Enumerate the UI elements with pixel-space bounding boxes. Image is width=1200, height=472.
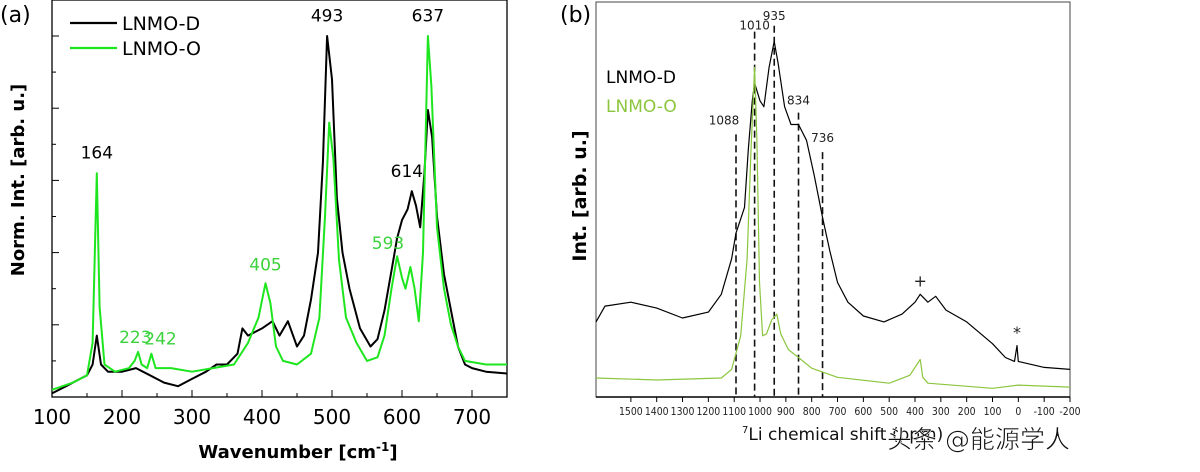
x-tick-label: 300 [932, 406, 950, 418]
reference-line-label: 1088 [709, 113, 740, 127]
x-tick-label: 700 [453, 405, 491, 429]
x-tick-label: 0 [1015, 406, 1021, 418]
x-tick-label: 1000 [748, 406, 772, 418]
x-tick-label: 1500 [619, 406, 643, 418]
x-tick-label: 500 [313, 405, 351, 429]
peak-label: 593 [372, 234, 404, 254]
panel-a: 100 200 300 400 500 600 700 (a) Wavenumber [cm-1… [0, 0, 508, 463]
series-line-lnmo-o [51, 35, 507, 391]
peak-label: 223 [119, 328, 151, 348]
series-line-lnmo-d [595, 40, 1071, 370]
peak-label: 164 [81, 144, 113, 164]
marker-label: + [913, 271, 926, 290]
legend-label: LNMO-O [606, 97, 677, 117]
plot-frame [51, 0, 508, 398]
peak-label: 637 [412, 7, 444, 27]
legend-label: LNMO-O [122, 38, 201, 60]
panel-label: (b) [560, 3, 591, 28]
reference-line-label: 935 [763, 9, 786, 23]
series-line-lnmo-o [595, 66, 1071, 389]
peak-label: 405 [249, 256, 281, 276]
x-tick-label: 900 [777, 406, 795, 418]
reference-line-label: 1010 [739, 19, 770, 33]
legend-label: LNMO-D [122, 13, 200, 35]
x-tick-label: 100 [33, 405, 71, 429]
x-tick-label: 1300 [671, 406, 695, 418]
watermark: 头条 @能源学人 [887, 425, 1070, 454]
x-tick-label: 500 [880, 406, 898, 418]
x-axis-label-sup: 7 [742, 425, 748, 436]
x-tick-label: -100 [1034, 406, 1055, 418]
x-tick-label: 600 [854, 406, 872, 418]
x-axis-label-main: Li chemical shift (ppm) [748, 425, 943, 445]
legend-label: LNMO-D [606, 68, 676, 88]
x-tick-label: 400 [906, 406, 924, 418]
peak-label: 242 [144, 330, 176, 350]
peak-label: 493 [311, 7, 343, 27]
plot-frame [595, 1, 1071, 398]
x-tick-label: 800 [803, 406, 821, 418]
marker-label: * [1013, 323, 1021, 342]
x-axis-label-sup: -1 [376, 440, 389, 454]
x-axis-label: Wavenumber [cm-1] [198, 440, 397, 463]
x-tick-label: 700 [829, 406, 847, 418]
reference-line-label: 736 [811, 131, 834, 145]
x-tick-label: 1200 [696, 406, 720, 418]
peak-label: 614 [391, 162, 423, 182]
x-tick-label: 100 [984, 406, 1002, 418]
x-tick-label: 200 [103, 405, 141, 429]
y-axis-label: Norm. Int. [arb. u.] [8, 84, 29, 277]
x-axis-label-end: ] [389, 442, 397, 463]
x-tick-label: 200 [958, 406, 976, 418]
x-tick-label: 600 [383, 405, 421, 429]
x-axis-label: 7Li chemical shift (ppm) [742, 425, 943, 445]
x-tick-label: 300 [173, 405, 211, 429]
reference-line-label: 834 [787, 94, 810, 108]
panel-b: 1500 1400 1300 1200 1100 1000 900 800 700 600 500 4… [560, 1, 1081, 445]
x-tick-label: 400 [243, 405, 281, 429]
panel-label: (a) [0, 3, 31, 28]
x-axis-label-main: Wavenumber [cm [198, 442, 376, 463]
y-axis-label: Int. [arb. u.] [569, 130, 591, 261]
x-tick-label: -200 [1059, 406, 1080, 418]
x-tick-label: 1100 [722, 406, 746, 418]
series-line-lnmo-d [51, 35, 508, 395]
x-tick-label: 1400 [645, 406, 669, 418]
